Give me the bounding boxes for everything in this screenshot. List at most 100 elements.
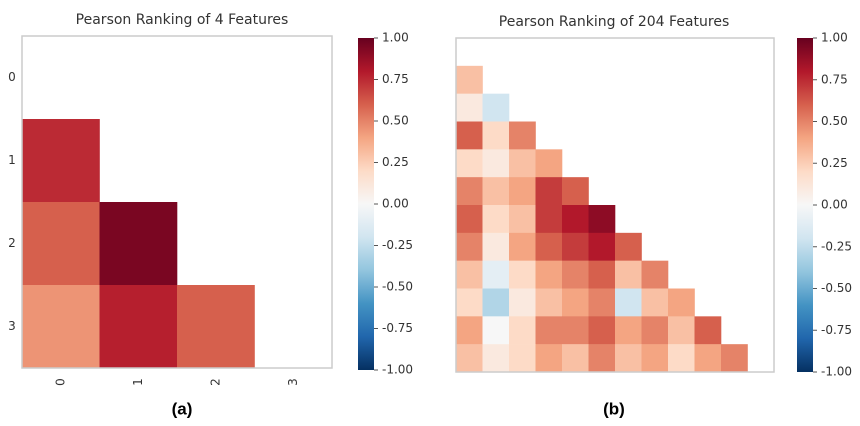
- heatmap-cell: [535, 232, 563, 261]
- heatmap-cell: [509, 149, 536, 178]
- colorbar-tick-label: 1.00: [382, 31, 409, 45]
- heatmap-cell: [22, 202, 100, 286]
- chart-title: Pearson Ranking of 4 Features: [76, 12, 289, 28]
- heatmap-cell: [588, 260, 616, 289]
- heatmap-cell: [456, 93, 483, 122]
- heatmap-cell: [641, 288, 669, 317]
- heatmap-cell: [99, 202, 178, 286]
- heatmap-cell: [509, 232, 536, 261]
- heatmap-cell: [562, 232, 589, 261]
- heatmap-cell: [22, 285, 100, 369]
- y-tick-label: 0: [8, 70, 16, 84]
- heatmap-cell: [456, 65, 483, 94]
- colorbar-tick-label: -0.50: [821, 281, 852, 295]
- colorbar-tick-label: 0.50: [821, 114, 848, 128]
- heatmap-cell: [562, 260, 589, 289]
- heatmap-cell: [562, 288, 589, 317]
- colorbar-tick-label: -0.50: [382, 280, 413, 294]
- heatmap-cell: [456, 316, 483, 345]
- colorbar-tick-label: -0.75: [382, 321, 413, 335]
- heatmap-cell: [562, 205, 589, 234]
- x-tick-label: 1: [131, 378, 145, 386]
- heatmap-cell: [482, 121, 510, 150]
- heatmap-cell: [641, 344, 669, 373]
- colorbar-tick-label: 0.25: [821, 156, 848, 170]
- heatmap-cell: [482, 93, 510, 122]
- heatmap-cell: [482, 260, 510, 289]
- x-tick-label: 2: [208, 378, 222, 386]
- colorbar: [797, 38, 813, 372]
- heatmap-cell: [535, 177, 563, 206]
- heatmap-cell: [509, 344, 536, 373]
- heatmap-cell: [509, 288, 536, 317]
- heatmap-cell: [456, 121, 483, 150]
- heatmap-cell: [615, 316, 642, 345]
- heatmap-cell: [668, 316, 695, 345]
- heatmap-cell: [482, 344, 510, 373]
- colorbar-tick-label: -1.00: [382, 363, 413, 377]
- heatmap-cell: [456, 232, 483, 261]
- heatmap-cell: [668, 344, 695, 373]
- heatmap-cell: [588, 344, 616, 373]
- heatmap-cell: [615, 288, 642, 317]
- heatmap-cell: [562, 316, 589, 345]
- colorbar-tick-label: 0.00: [382, 197, 409, 211]
- y-tick-label: 1: [8, 153, 16, 167]
- heatmap-cell: [562, 177, 589, 206]
- heatmap-cell: [22, 119, 100, 203]
- heatmap-cell: [694, 316, 722, 345]
- caption: (a): [172, 399, 193, 418]
- colorbar-tick-label: -0.25: [382, 238, 413, 252]
- heatmap-cell: [588, 316, 616, 345]
- colorbar-tick-label: 0.00: [821, 198, 848, 212]
- colorbar-tick-label: 0.75: [821, 72, 848, 86]
- heatmap-cell: [535, 205, 563, 234]
- x-tick-label: 3: [286, 378, 300, 386]
- heatmap-cell: [509, 205, 536, 234]
- plot-frame: [455, 37, 775, 373]
- colorbar-tick-label: -0.75: [821, 323, 852, 337]
- heatmap-cell: [482, 177, 510, 206]
- colorbar-tick-label: 0.25: [382, 155, 409, 169]
- colorbar-tick-label: -1.00: [821, 365, 852, 379]
- colorbar: [358, 38, 374, 370]
- x-tick-label: 0: [53, 378, 67, 386]
- colorbar-tick-label: -0.25: [821, 239, 852, 253]
- heatmap-cell: [721, 344, 748, 373]
- heatmap-cell: [509, 177, 536, 206]
- colorbar-tick-label: 1.00: [821, 31, 848, 45]
- heatmap-cell: [535, 344, 563, 373]
- heatmap-cell: [641, 316, 669, 345]
- caption: (b): [603, 399, 625, 418]
- heatmap-cell: [668, 288, 695, 317]
- heatmap-cell: [509, 316, 536, 345]
- heatmap-cell: [562, 344, 589, 373]
- heatmap-cell: [641, 260, 669, 289]
- heatmap-cell: [535, 316, 563, 345]
- heatmap-cell: [535, 260, 563, 289]
- heatmap-cell: [177, 285, 255, 369]
- heatmap-cell: [588, 205, 616, 234]
- heatmap-cell: [482, 149, 510, 178]
- heatmap-cell: [482, 316, 510, 345]
- heatmap-cell: [456, 149, 483, 178]
- heatmap-cell: [482, 205, 510, 234]
- heatmap-cell: [588, 288, 616, 317]
- y-tick-label: 2: [8, 236, 16, 250]
- heatmap-cell: [456, 288, 483, 317]
- heatmap-cell: [482, 288, 510, 317]
- heatmap-cell: [509, 260, 536, 289]
- heatmap-cell: [456, 205, 483, 234]
- heatmap-cell: [615, 260, 642, 289]
- heatmap-cell: [615, 232, 642, 261]
- heatmap-cell: [694, 344, 722, 373]
- heatmap-cell: [588, 232, 616, 261]
- heatmap-cell: [615, 344, 642, 373]
- heatmap-cell: [456, 177, 483, 206]
- heatmap-cell: [456, 260, 483, 289]
- heatmap-cell: [482, 232, 510, 261]
- heatmap-cell: [535, 149, 563, 178]
- colorbar-tick-label: 0.75: [382, 72, 409, 86]
- heatmap-cell: [535, 288, 563, 317]
